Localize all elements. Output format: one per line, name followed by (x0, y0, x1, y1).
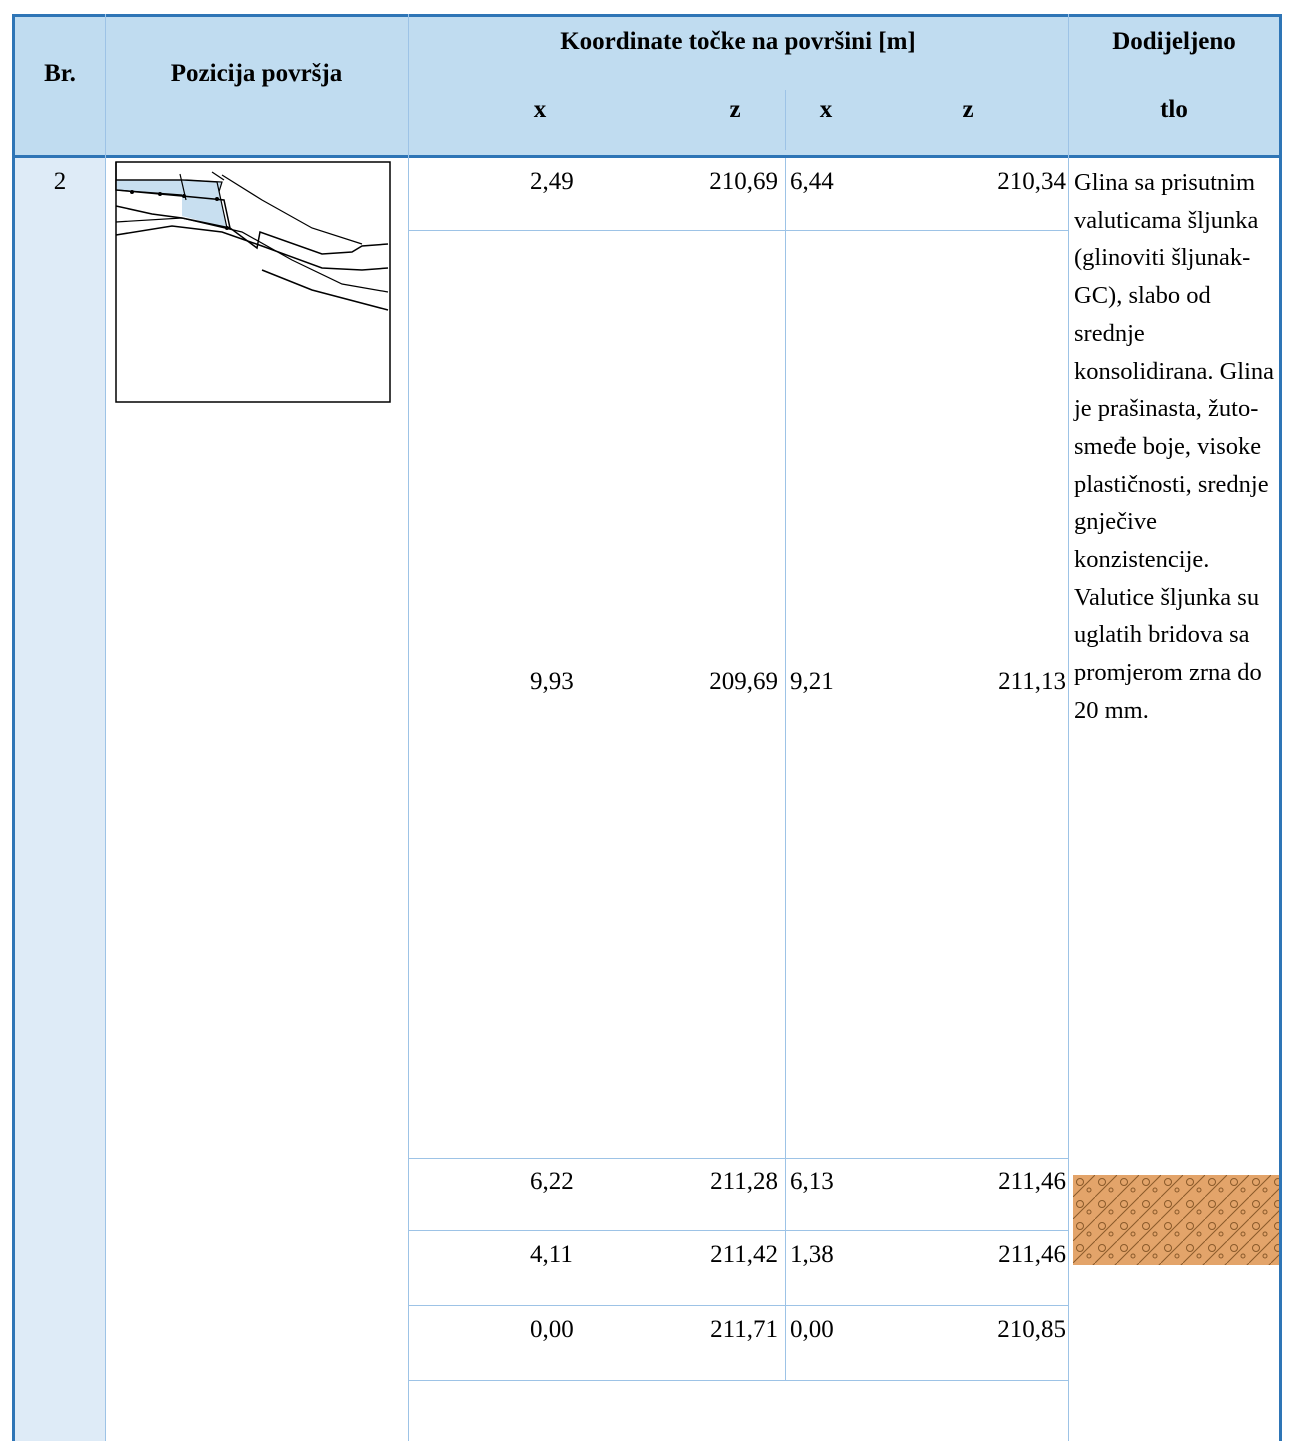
border (12, 14, 1282, 17)
row-line (408, 1305, 1068, 1306)
column-line (408, 14, 409, 1441)
coordinate-cell: 211,46 (998, 1241, 1066, 1268)
row-line (408, 1380, 1068, 1381)
coordinate-cell: 211,46 (998, 1168, 1066, 1195)
coordinate-cell: 0,00 (790, 1316, 834, 1343)
coordinate-cell: 211,13 (998, 668, 1066, 695)
header-cell: z (729, 96, 741, 123)
coordinate-cell: 210,69 (709, 168, 778, 195)
column-line (785, 158, 786, 1380)
number-cell: 2 (53, 168, 67, 195)
coordinate-cell: 209,69 (709, 668, 778, 695)
coordinate-cell: 211,28 (710, 1168, 778, 1195)
soil-description: Glina sa prisutnim valuticama šljunka (g… (1074, 169, 1275, 724)
column-line (1068, 14, 1069, 1441)
column-line (785, 90, 786, 150)
border (12, 14, 15, 1441)
header-cell: tlo (1160, 96, 1188, 123)
number-column-background (12, 157, 105, 1441)
soil-hatch-symbol (1073, 1175, 1279, 1265)
border (12, 155, 1282, 158)
border (1279, 14, 1282, 1441)
coordinate-cell: 211,42 (710, 1241, 778, 1268)
coordinate-cell: 6,22 (530, 1168, 574, 1195)
header-cell: Br. (44, 60, 76, 87)
coordinate-cell: 1,38 (790, 1241, 834, 1268)
row-line (408, 230, 1068, 231)
coordinate-cell: 210,34 (997, 168, 1066, 195)
coordinate-cell: 211,71 (710, 1316, 778, 1343)
column-line (105, 14, 106, 1441)
header-cell: z (962, 96, 974, 123)
row-line (408, 1230, 1068, 1231)
coordinate-cell: 4,11 (530, 1241, 573, 1268)
coordinate-cell: 2,49 (530, 168, 574, 195)
header-cell: Koordinate točke na površini [m] (560, 28, 916, 55)
section-sketch (115, 161, 391, 403)
coordinate-cell: 210,85 (997, 1316, 1066, 1343)
coordinate-cell: 9,21 (790, 668, 834, 695)
header-cell: Dodijeljeno (1112, 28, 1236, 55)
coordinate-cell: 6,44 (790, 168, 834, 195)
header-cell: x (533, 96, 547, 123)
coordinate-cell: 6,13 (790, 1168, 834, 1195)
row-line (408, 1158, 1068, 1159)
coordinate-cell: 9,93 (530, 668, 574, 695)
header-cell: Pozicija površja (170, 60, 343, 87)
coordinate-cell: 0,00 (530, 1316, 574, 1343)
header-cell: x (819, 96, 833, 123)
